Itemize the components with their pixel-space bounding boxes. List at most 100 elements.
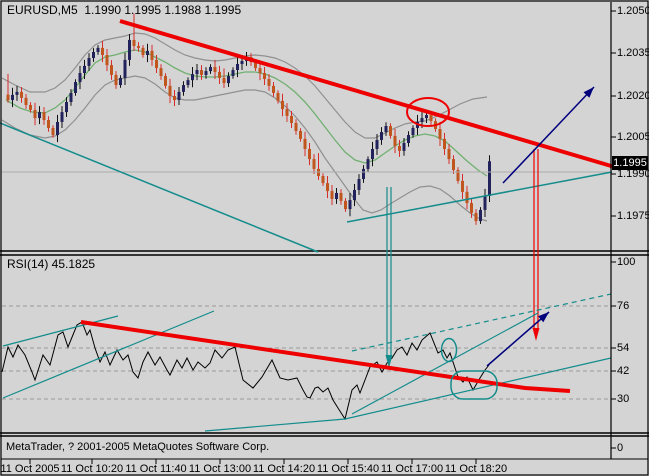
teal-ellipse-small [440,337,458,363]
candle-bear [443,138,446,149]
candle-bear [213,67,217,72]
candle-bear [141,47,145,55]
candle-bull [411,127,415,136]
price-axis-label: 1.1975 [617,210,649,222]
blue-forecast-arrow-rsi-head [538,312,549,323]
blue-forecast-arrow-main [502,86,595,184]
candle-bear [114,74,118,86]
candle-bear [344,200,347,210]
candle-bull [60,112,64,122]
rsi-fan-steep [351,312,539,415]
time-axis-label: 11 Oct 14:20 [252,463,316,475]
rsi-axis-label: 76 [617,300,630,312]
candle-bull [15,91,19,95]
candle-bear [51,127,55,136]
time-axis-label: 11 Oct 18:20 [444,463,508,475]
rsi-support-left [204,418,346,432]
candle-bear [105,54,109,66]
candle-bull [384,126,388,133]
price-axis-label: 1.2050 [617,5,649,17]
rsi-axis-label: 54 [617,342,630,354]
candle-bear [281,100,284,110]
candle-bear [474,212,478,222]
candle-bear [326,183,329,192]
candle-bull [227,76,230,84]
candle-bull [204,71,208,75]
candle-bear [137,45,140,48]
price-axis-label: 1.2005 [617,131,649,143]
rsi-curve [1,321,490,421]
descending-trendline [0,122,319,253]
candle-bull [362,168,365,180]
candle-bull [74,82,77,93]
candle-bull [479,209,482,222]
candle-bear [389,126,392,136]
time-axis-label: 11 Oct 13:00 [188,463,252,475]
rsi-indicator-label: RSI(14) 45.1825 [7,257,96,271]
candle-bear [312,159,316,169]
rsi-dashed-target [351,293,612,352]
time-axis-label: 11 Oct 2005 [0,463,60,475]
candle-bear [321,176,325,184]
candle-bull [177,91,181,101]
teal-projection-arrow-head [385,355,393,368]
candle-bear [159,68,163,77]
candle-bear [470,203,473,213]
candle-bear [258,68,262,74]
candle-bear [24,97,28,105]
candle-bull [182,85,185,92]
candle-bear [132,39,136,46]
candle-bear [272,85,275,93]
candle-bear [285,109,289,116]
candle-bull [146,50,149,55]
price-axis-label: 1.1990 [617,168,649,180]
time-axis-label: 11 Oct 10:20 [60,463,124,475]
candle-bear [164,76,167,86]
candle-bear [155,59,158,69]
candle-bear [29,104,32,110]
candle-bear [222,77,226,84]
candle-bear [20,91,23,98]
moving-average-line [5,49,488,177]
price-axis-label: 1.2020 [617,90,649,102]
candle-bull [236,64,239,71]
candle-bear [150,50,154,60]
candle-bull [92,51,95,58]
candle-bull [56,121,59,136]
candle-bear [330,191,334,199]
rsi-axis-label: 30 [617,393,630,405]
time-axis-label: 11 Oct 15:40 [316,463,380,475]
candle-bear [290,115,293,124]
candle-bull [357,179,361,190]
candle-bull [83,65,86,74]
time-axis-label: 11 Oct 11:40 [125,463,187,475]
candle-bull [420,118,424,122]
candle-bear [33,109,37,119]
current-price-box: 1.1995 [612,156,648,170]
candle-bull [483,195,487,210]
chart-title: EURUSD,M5 1.1990 1.1995 1.1988 1.1995 [7,3,242,17]
candle-bear [200,70,203,75]
candle-bear [299,130,302,139]
candle-bear [47,120,50,128]
candle-bear [6,94,10,101]
rsi-axis-label: 100 [617,256,636,268]
candle-bull [240,61,244,65]
candle-bull [366,159,370,169]
price-axis-label: 1.2035 [617,47,649,59]
candle-bull [65,101,68,113]
candle-bear [398,145,401,151]
candle-bull [402,142,406,151]
candle-bull [78,73,82,83]
candle-bear [452,159,455,171]
candle-bull [128,39,131,60]
rsi-axis-label: 0 [617,442,624,454]
candle-bull [380,132,383,140]
candle-bear [254,62,257,69]
candle-bull [119,77,122,86]
candle-bull [488,161,491,196]
